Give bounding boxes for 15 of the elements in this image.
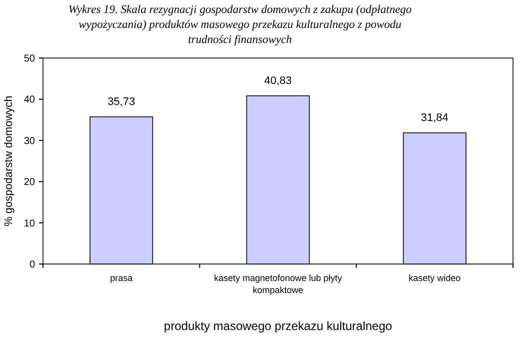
x-tick-label: prasa [110, 273, 133, 283]
x-tick-label: kasety wideo [408, 273, 461, 283]
y-tick-label: 20 [24, 177, 36, 188]
chart-title: Wykres 19. Skala rezygnacji gospodarstw domowych z zakupu (odpłatnego wypożyczania) produktów masowego przekazu kulturalnego z powodu trudności finansowych [68, 4, 412, 46]
y-tick-label: 50 [24, 54, 36, 64]
y-tick-label: 10 [24, 218, 36, 230]
data-label: 31,84 [420, 112, 448, 124]
y-tick-label: 0 [29, 260, 36, 270]
y-tick-label: 30 [24, 136, 36, 147]
x-tick-label: kasety magnetofonowe lub płyty kompaktowe [214, 273, 343, 295]
data-label: 35,73 [108, 96, 136, 108]
data-label: 40,83 [264, 74, 292, 87]
y-axis-title: % gospodarstw domowych [3, 96, 15, 226]
x-axis-title: produkty masowego przekazu kulturalnego [164, 319, 392, 333]
y-tick-label: 40 [24, 94, 36, 106]
